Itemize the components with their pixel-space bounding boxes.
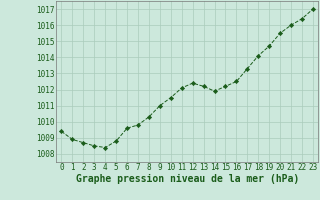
X-axis label: Graphe pression niveau de la mer (hPa): Graphe pression niveau de la mer (hPa) bbox=[76, 174, 299, 184]
